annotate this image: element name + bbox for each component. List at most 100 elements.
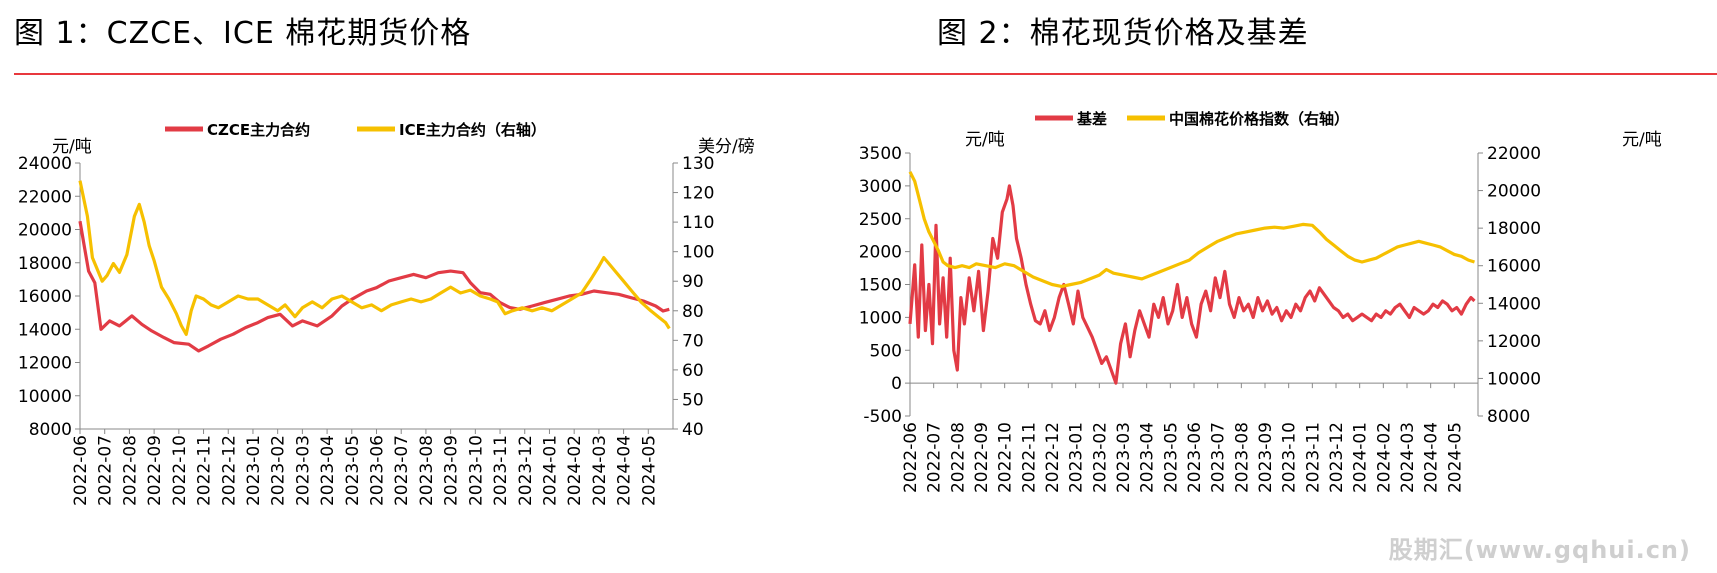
series-line-right-axis [908,171,1475,288]
series-line-left-axis [78,220,670,353]
right-tick-label: 110 [682,213,714,233]
x-tick-label: 2024-02 [565,435,585,506]
x-tick-label: 2023-04 [318,435,338,506]
x-tick-label: 2023-03 [1114,422,1134,493]
x-tick-label: 2023-10 [466,435,486,506]
x-tick-label: 2022-09 [972,422,992,493]
x-tick-label: 2023-07 [392,435,412,506]
right-tick-label: 100 [682,243,714,263]
left-tick-label: 3500 [859,144,902,164]
right-tick-label: 40 [682,420,704,440]
x-tick-label: 2022-11 [1019,422,1039,493]
right-axis-unit: 美分/磅 [698,137,755,157]
right-axis-unit: 元/吨 [1622,130,1662,150]
left-tick-label: -500 [863,407,902,427]
series-line-left-axis [908,184,1476,385]
x-tick-label: 2023-08 [1232,422,1252,493]
x-tick-label: 2022-08 [948,422,968,493]
x-tick-label: 2022-12 [1043,422,1063,493]
x-tick-label: 2022-10 [996,422,1016,493]
x-tick-label: 2022-10 [170,435,190,506]
x-tick-label: 2024-05 [639,435,659,506]
right-tick-label: 20000 [1487,182,1541,202]
x-tick-label: 2023-06 [368,435,388,506]
x-tick-label: 2023-06 [1185,422,1205,493]
left-tick-label: 2000 [859,243,902,263]
x-tick-label: 2023-02 [269,435,289,506]
right-tick-label: 120 [682,184,714,204]
right-tick-label: 14000 [1487,294,1541,314]
left-tick-label: 0 [891,374,902,394]
x-tick-label: 2024-01 [540,435,560,506]
left-tick-label: 12000 [18,354,72,374]
x-tick-label: 2023-09 [1256,422,1276,493]
left-tick-label: 18000 [18,254,72,274]
x-tick-label: 2023-07 [1209,422,1229,493]
right-tick-label: 10000 [1487,369,1541,389]
chart-cotton-futures: 元/吨 美分/磅 8000 10000 12000 14000 16000 18000 20… [18,121,755,506]
right-tick-label: 50 [682,390,704,410]
x-tick-label: 2023-05 [1161,422,1181,493]
x-tick-label: 2023-10 [1280,422,1300,493]
x-tick-label: 2023-12 [1327,422,1347,493]
left-tick-label: 14000 [18,320,72,340]
x-tick-label: 2022-09 [145,435,165,506]
right-tick-label: 12000 [1487,332,1541,352]
right-tick-label: 8000 [1487,407,1530,427]
legend-label: CZCE主力合约 [207,121,310,139]
left-tick-label: 16000 [18,287,72,307]
x-tick-label: 2022-06 [71,435,91,506]
x-tick-label: 2024-03 [1398,422,1418,493]
x-tick-label: 2022-07 [925,422,945,493]
left-tick-label: 10000 [18,387,72,407]
x-tick-label: 2023-04 [1138,422,1158,493]
right-tick-label: 60 [682,361,704,381]
x-tick-label: 2022-07 [96,435,116,506]
legend-label: 基差 [1076,110,1107,128]
series-line-right-axis [78,180,671,336]
header-divider [14,73,1717,75]
left-tick-label: 22000 [18,187,72,207]
right-tick-label: 70 [682,331,704,351]
right-tick-label: 16000 [1487,257,1541,277]
x-tick-label: 2024-01 [1351,422,1371,493]
x-tick-label: 2023-05 [343,435,363,506]
x-tick-label: 2023-11 [491,435,511,506]
right-tick-label: 130 [682,154,714,174]
left-axis-unit: 元/吨 [965,130,1005,150]
left-axis-unit: 元/吨 [52,137,92,157]
legend-label: 中国棉花价格指数（右轴） [1169,110,1349,128]
x-tick-label: 2023-02 [1090,422,1110,493]
right-tick-label: 80 [682,302,704,322]
right-tick-label: 18000 [1487,219,1541,239]
left-tick-label: 1500 [859,276,902,296]
left-tick-label: 500 [870,341,902,361]
left-tick-label: 2500 [859,210,902,230]
x-tick-label: 2022-12 [219,435,239,506]
x-tick-label: 2024-04 [615,435,635,506]
right-tick-label: 22000 [1487,144,1541,164]
x-tick-label: 2022-06 [901,422,921,493]
x-tick-label: 2022-08 [120,435,140,506]
left-tick-label: 24000 [18,154,72,174]
left-tick-label: 20000 [18,221,72,241]
left-tick-label: 1000 [859,308,902,328]
x-tick-label: 2024-05 [1445,422,1465,493]
x-tick-label: 2024-03 [590,435,610,506]
legend-label: ICE主力合约（右轴） [399,121,546,139]
x-tick-label: 2023-01 [244,435,264,506]
x-tick-label: 2024-04 [1422,422,1442,493]
x-tick-label: 2022-11 [195,435,215,506]
left-tick-label: 3000 [859,177,902,197]
figure-2-title: 图 2：棉花现货价格及基差 [937,16,1309,51]
x-tick-label: 2023-09 [442,435,462,506]
figure-1-title: 图 1：CZCE、ICE 棉花期货价格 [14,16,472,51]
right-tick-label: 90 [682,272,704,292]
x-tick-label: 2024-02 [1374,422,1394,493]
watermark: 股期汇(www.gqhui.cn) [1388,536,1691,564]
x-tick-label: 2023-01 [1067,422,1087,493]
x-tick-label: 2023-03 [293,435,313,506]
left-tick-label: 8000 [29,420,72,440]
x-tick-label: 2023-12 [516,435,536,506]
x-tick-label: 2023-08 [417,435,437,506]
